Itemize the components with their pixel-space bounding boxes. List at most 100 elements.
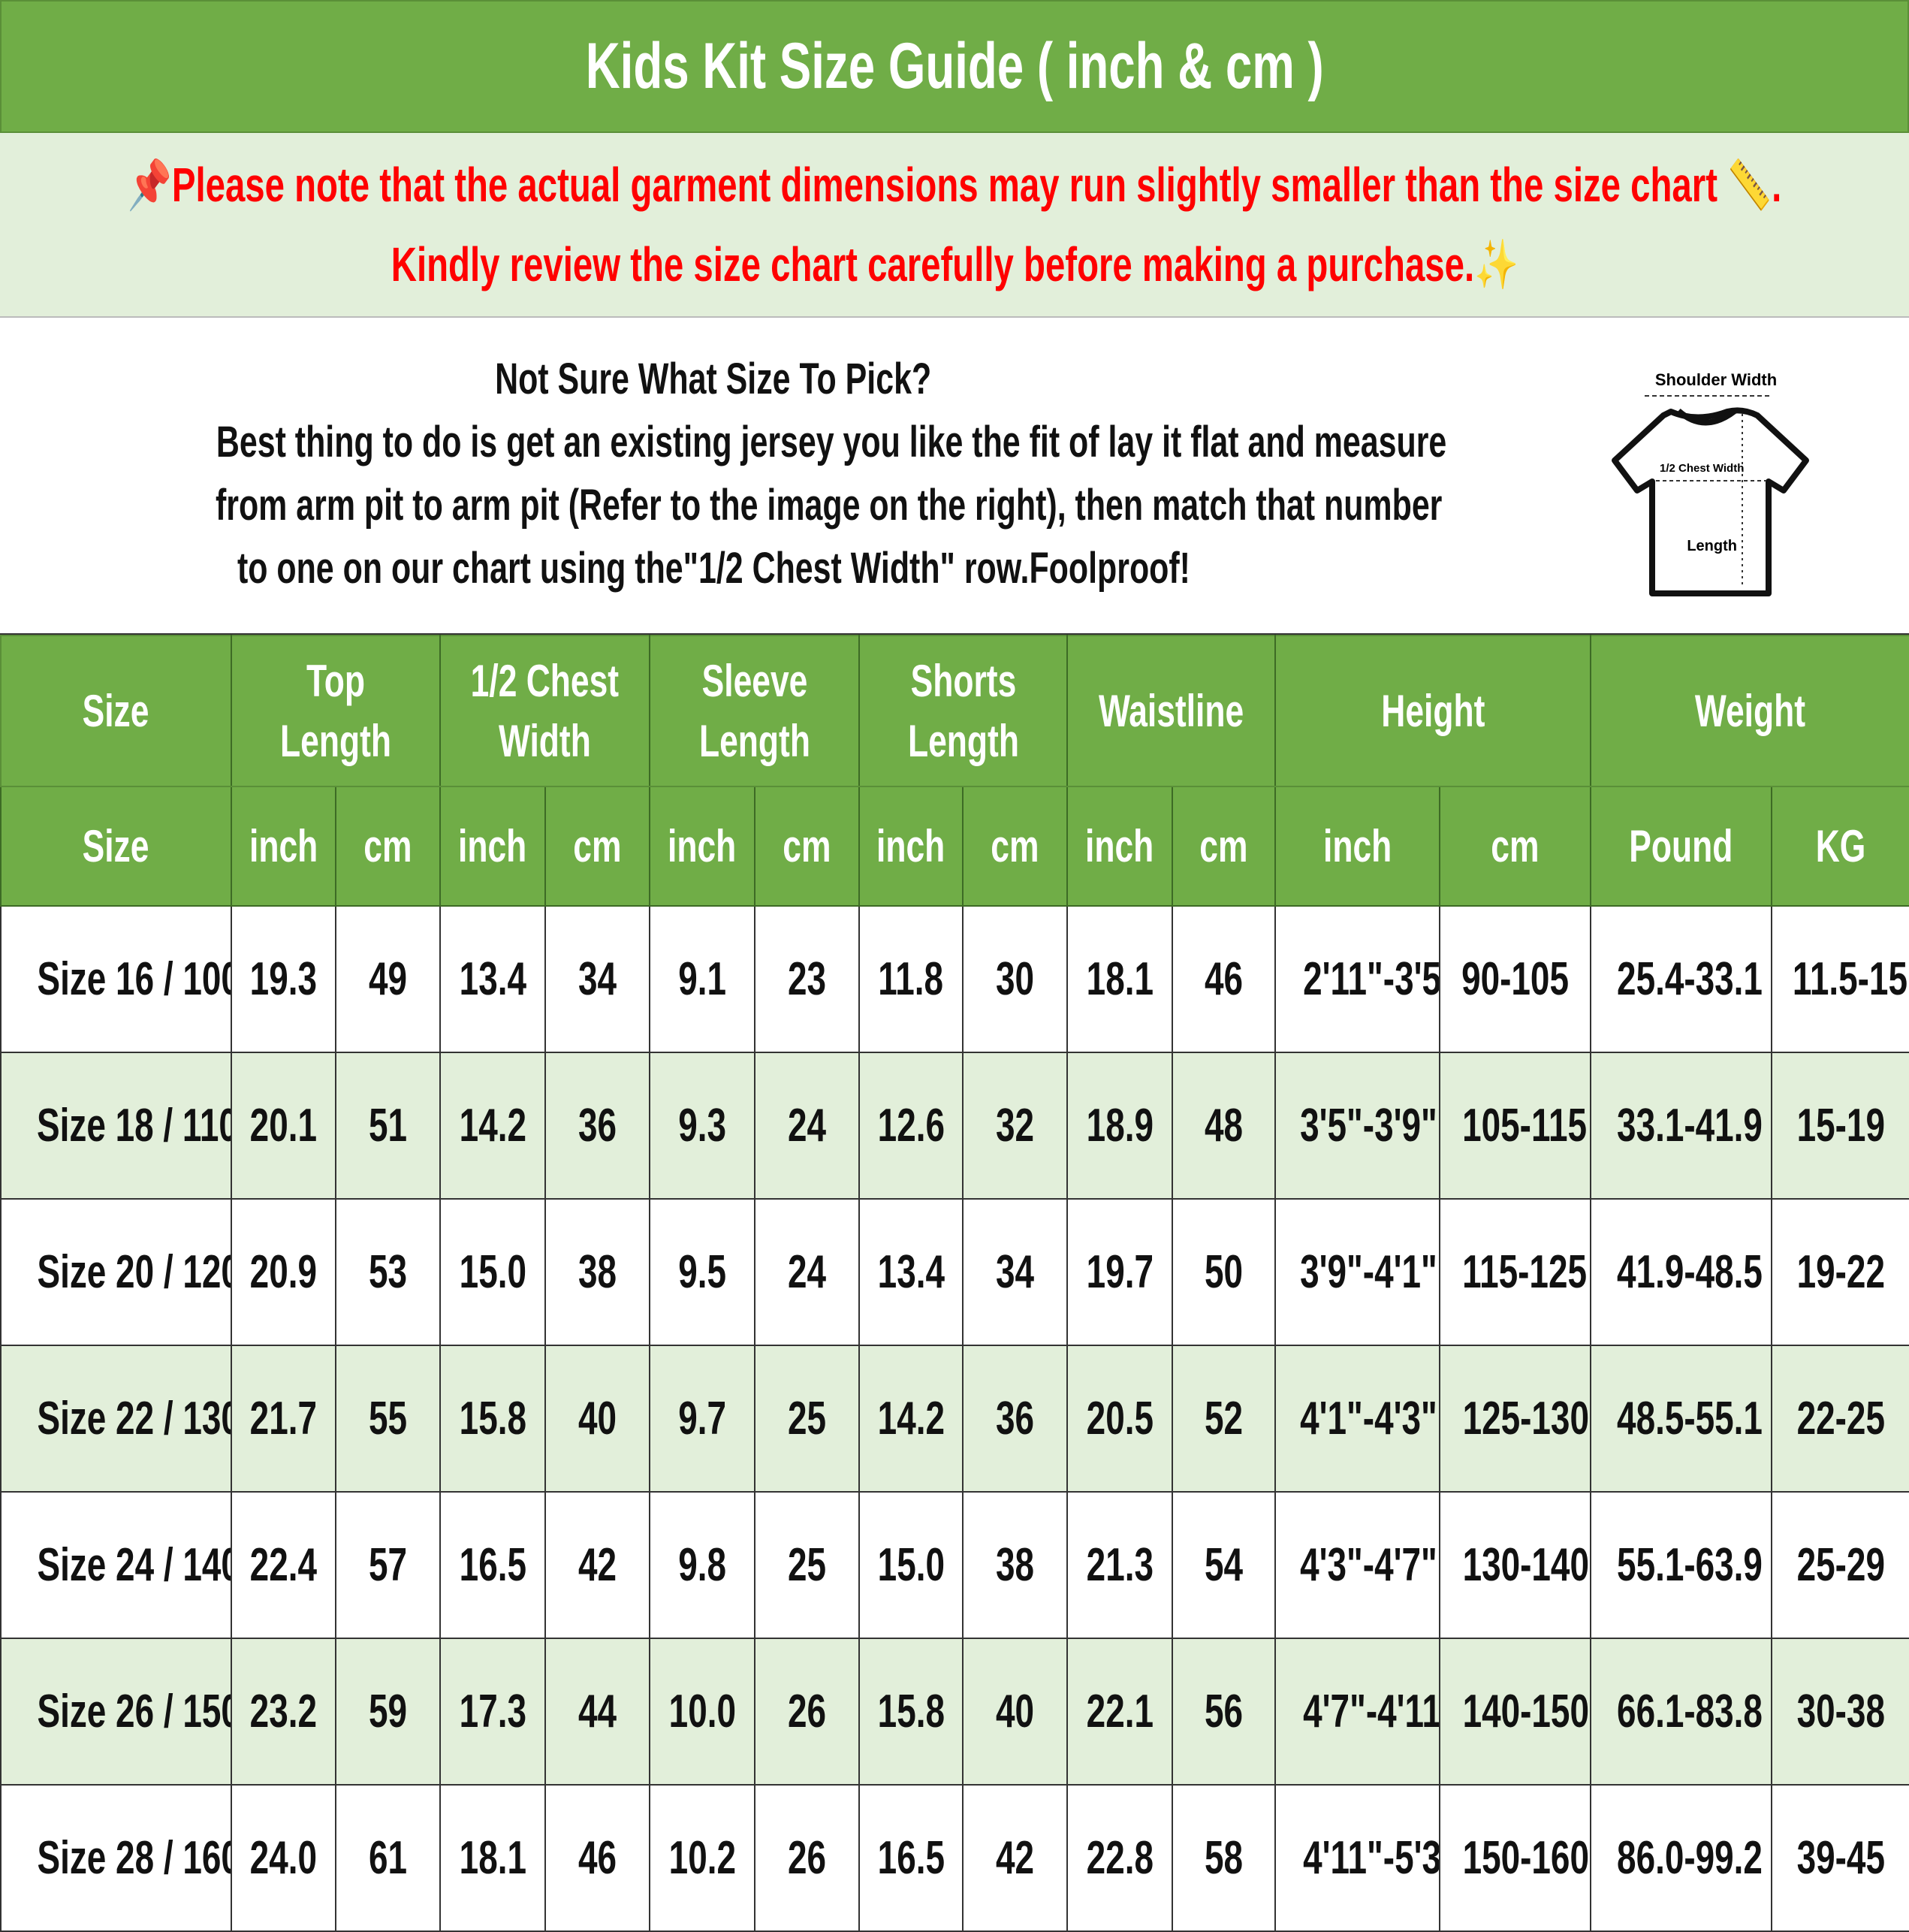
table-cell: 42 [544,1491,650,1639]
table-cell: 52 [1172,1345,1277,1493]
table-cell: 105-115 [1439,1052,1592,1200]
table-cell: 34 [962,1198,1069,1346]
notice-line-1: 📌Please note that the actual garment dim… [127,158,1782,212]
unit-header: inch [439,786,546,907]
table-cell: 86.0-99.2 [1590,1784,1773,1932]
group-header: 1/2 Chest Width [439,635,650,787]
table-cell: 57 [335,1491,441,1639]
table-cell: 48 [1172,1052,1277,1200]
table-row: Size 22 / 130 21.7 55 15.8 40 9.7 25 14.2 36 20.5… [0,1345,1909,1493]
table-cell: 55.1-63.9 [1590,1491,1773,1639]
table-cell: 42 [962,1784,1069,1932]
table-cell: 58 [1172,1784,1277,1932]
unit-header: Pound [1590,786,1773,907]
table-cell: 53 [335,1198,441,1346]
table-cell: 49 [335,905,441,1053]
table-row: Size 28 / 160 24.0 61 18.1 46 10.2 26 16.5 42 22.… [0,1784,1909,1932]
table-cell: 4'1"-4'3" [1274,1345,1441,1493]
unit-header: cm [1439,786,1592,907]
ruler-icon: 📏 [1727,158,1772,212]
table-cell: 24.0 [231,1784,336,1932]
group-header: Waistline [1066,635,1277,787]
length-label: Length [1687,538,1737,554]
group-header: Weight [1590,635,1909,787]
table-cell: 20.9 [231,1198,336,1346]
table-cell: 59 [335,1638,441,1786]
table-cell: 55 [335,1345,441,1493]
table-cell: 25 [753,1491,861,1639]
table-cell: 23.2 [231,1638,336,1786]
table-cell: 66.1-83.8 [1590,1638,1773,1786]
table-cell: 9.1 [649,905,755,1053]
table-cell: 26 [753,1784,861,1932]
unit-header: cm [1172,786,1277,907]
table-cell: Size 22 / 130 [0,1345,232,1493]
table-cell: Size 24 / 140 [0,1491,232,1639]
table-cell: 150-160 [1439,1784,1592,1932]
table-cell: 51 [335,1052,441,1200]
table-cell: 40 [544,1345,650,1493]
table-row: Size 16 / 100 19.3 49 13.4 34 9.1 23 11.8 30 18.1… [0,905,1909,1053]
table-cell: 9.3 [649,1052,755,1200]
table-cell: 11.8 [858,905,964,1053]
table-cell: 4'7"-4'11" [1274,1638,1441,1786]
table-cell: 40 [962,1638,1069,1786]
unit-header: inch [858,786,964,907]
table-cell: 10.2 [649,1784,755,1932]
table-cell: 25 [753,1345,861,1493]
sparkles-icon: ✨ [1473,237,1518,291]
unit-header: cm [962,786,1069,907]
table-row: Size 24 / 140 22.4 57 16.5 42 9.8 25 15.0 38 21.3… [0,1491,1909,1639]
table-cell: 10.0 [649,1638,755,1786]
table-cell: 90-105 [1439,905,1592,1053]
notice-banner: 📌Please note that the actual garment dim… [0,133,1909,318]
table-cell: 21.7 [231,1345,336,1493]
table-cell: 16.5 [439,1491,546,1639]
table-cell: 9.5 [649,1198,755,1346]
header-unit-row: Size inch cm inch cm inch cm inch cm inch cm inch cm… [0,786,1909,907]
group-header: Top Length [231,635,441,787]
table-cell: Size 16 / 100 [0,905,232,1053]
table-cell: 36 [544,1052,650,1200]
table-cell: 44 [544,1638,650,1786]
table-cell: 3'9"-4'1" [1274,1198,1441,1346]
group-header: Height [1274,635,1592,787]
table-cell: 26 [753,1638,861,1786]
table-cell: 14.2 [439,1052,546,1200]
table-row: Size 26 / 150 23.2 59 17.3 44 10.0 26 15.8 40 22.… [0,1638,1909,1786]
table-cell: 16.5 [858,1784,964,1932]
table-cell: 21.3 [1066,1491,1174,1639]
table-cell: 13.4 [439,905,546,1053]
table-cell: 38 [544,1198,650,1346]
group-header: Sleeve Length [648,635,861,787]
table-cell: 18.1 [1066,905,1174,1053]
table-cell: 25.4-33.1 [1590,905,1773,1053]
table-cell: 19-22 [1771,1198,1909,1346]
table-cell: 18.1 [439,1784,546,1932]
table-row: Size 18 / 110 20.1 51 14.2 36 9.3 24 12.6 32 18.9… [0,1052,1909,1200]
table-cell: 24 [753,1052,861,1200]
unit-header: inch [231,786,336,907]
table-cell: Size 28 / 160 [0,1784,232,1932]
table-cell: 125-130 [1439,1345,1592,1493]
table-cell: 3'5"-3'9" [1274,1052,1441,1200]
table-row: Size 20 / 120 20.9 53 15.0 38 9.5 24 13.4 34 19.7… [0,1198,1909,1346]
table-cell: 20.1 [231,1052,336,1200]
table-cell: 48.5-55.1 [1590,1345,1773,1493]
table-cell: 46 [1172,905,1277,1053]
table-cell: Size 18 / 110 [0,1052,232,1200]
table-cell: 24 [753,1198,861,1346]
chest-width-label: 1/2 Chest Width [1660,462,1744,475]
fit-advice: Not Sure What Size To Pick? Best thing t… [0,318,1909,635]
advice-heading: Not Sure What Size To Pick? [495,355,932,403]
group-header: Shorts Length [858,635,1069,787]
table-cell: 11.5-15 [1771,905,1909,1053]
header-group-row: Size Top Length 1/2 Chest Width Sleeve Leng… [0,635,1909,787]
pushpin-icon: 📌 [127,158,172,212]
size-table: Size Top Length 1/2 Chest Width Sleeve Leng… [0,635,1909,1932]
unit-header: cm [753,786,861,907]
table-cell: 15.8 [858,1638,964,1786]
table-cell: 12.6 [858,1052,964,1200]
table-cell: 2'11"-3'5" [1274,905,1441,1053]
shoulder-width-label: Shoulder Width [1655,370,1777,389]
